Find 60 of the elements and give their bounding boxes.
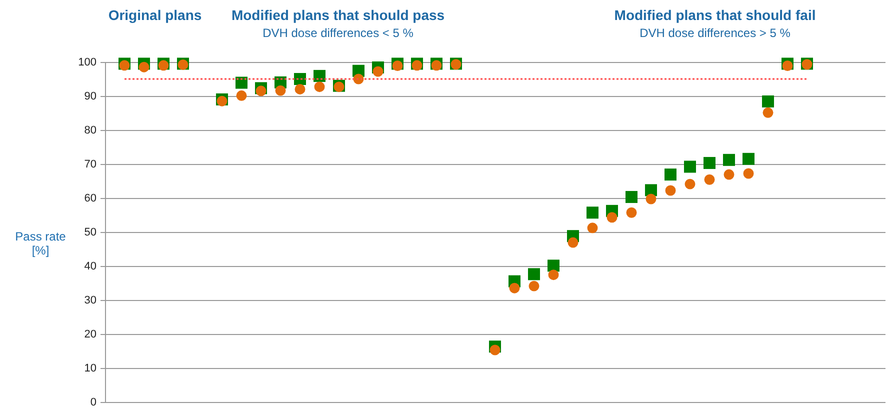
point [412,60,422,71]
point [236,76,248,89]
point [684,160,696,173]
y-tick-label: 70 [84,158,96,170]
point [236,90,247,101]
point [586,206,598,219]
point [509,282,520,294]
point [723,154,735,166]
point [587,222,598,234]
y-tick-label: 60 [84,192,96,204]
point [762,107,774,118]
y-tick-label: 100 [78,56,96,68]
point [645,184,657,196]
y-tick-label: 0 [90,396,96,408]
point [568,237,578,248]
point [314,70,326,82]
point [392,60,403,71]
point [684,178,696,190]
text: DVH dose differences < 5 % [262,26,414,40]
text: DVH dose differences > 5 % [640,26,791,40]
point [216,96,228,106]
text: Modified plans that should fail [614,7,816,23]
point [528,280,540,292]
point [704,174,715,185]
point [294,84,306,94]
point [119,60,130,71]
y-tick-label: 80 [84,124,96,136]
point [742,152,754,165]
point [626,207,637,218]
point [704,156,716,169]
point [782,60,793,71]
point [138,62,150,72]
point [314,82,325,92]
point [490,344,500,356]
point [665,185,676,196]
point [256,86,266,96]
point [548,270,559,280]
y-tick-label: 90 [84,90,96,102]
point [743,168,754,179]
y-axis-title: Pass rate [%] [15,230,66,258]
point [626,190,638,203]
y-tick-label: 10 [84,362,96,374]
y-tick-label: 20 [84,328,96,340]
point [372,66,384,77]
y-tick-label: 50 [84,226,96,238]
text: Original plans [108,7,202,23]
point [762,95,774,108]
y-tick-label: 40 [84,260,96,272]
point [646,194,656,204]
point [158,60,169,71]
y-tick-label: 30 [84,294,96,306]
point [294,73,306,85]
point [528,268,540,280]
point [431,60,442,71]
point [606,212,618,223]
text: Modified plans that should pass [231,7,445,23]
point [724,169,734,180]
point [664,168,676,181]
point [275,85,286,96]
point [548,260,560,272]
